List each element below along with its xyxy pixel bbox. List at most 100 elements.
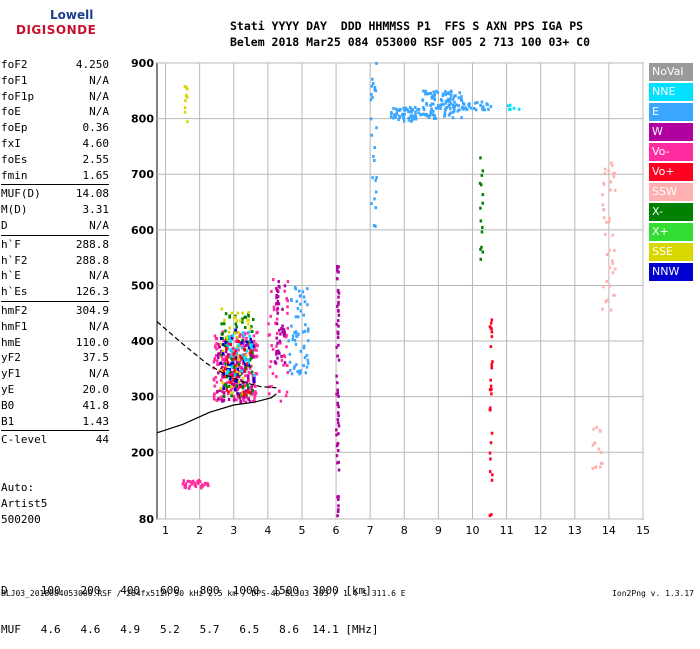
echo-point-ssw	[606, 253, 609, 257]
echo-point-w	[336, 418, 340, 422]
echo-point-vo-	[226, 355, 230, 359]
echo-point-e	[306, 287, 309, 291]
echo-point-x-	[224, 312, 228, 316]
echo-point-w	[337, 424, 341, 428]
echo-point-vo-	[280, 358, 284, 362]
echo-point-e	[299, 370, 303, 374]
echo-point-vo-	[212, 397, 216, 401]
echo-point-x-	[230, 357, 234, 361]
echo-point-w	[240, 371, 244, 375]
echo-point-x-	[478, 181, 482, 185]
echo-point-w	[336, 411, 340, 415]
echo-point-e	[447, 113, 451, 117]
echo-point-w	[216, 389, 219, 393]
echo-point-sse	[236, 346, 239, 350]
echo-point-vo-	[490, 431, 494, 435]
legend-item-x-: X+	[649, 223, 693, 241]
echo-point-vo-	[253, 348, 257, 352]
x-tick-label: 14	[602, 524, 616, 537]
echo-point-ssw	[610, 259, 614, 263]
echo-point-sse	[234, 331, 237, 335]
echo-point-e	[370, 84, 374, 88]
echo-point-vo-	[235, 398, 238, 402]
echo-point-nne	[235, 351, 238, 355]
echo-point-w	[336, 461, 339, 465]
echo-point-sse	[221, 349, 225, 353]
echo-point-e	[299, 294, 302, 298]
echo-point-sse	[247, 322, 250, 326]
echo-point-w	[232, 398, 236, 402]
echo-point-w	[335, 444, 339, 448]
echo-point-ssw	[599, 465, 602, 469]
artist-line3: 500200	[1, 513, 41, 526]
echo-point-vo-	[267, 333, 270, 337]
echo-point-e	[432, 102, 435, 106]
echo-point-e	[422, 112, 425, 116]
echo-point-vo-	[242, 399, 246, 403]
param-row: h`F 288.8	[1, 237, 109, 253]
echo-point-vo-	[213, 334, 217, 338]
echo-point-nne	[228, 335, 231, 339]
echo-point-ssw	[614, 267, 617, 271]
echo-point-sse	[225, 335, 228, 339]
echo-point-w	[276, 290, 280, 294]
echo-point-vo-	[271, 347, 275, 351]
echo-point-sse	[237, 331, 240, 335]
echo-point-e	[434, 106, 438, 110]
muf-table: D 100 200 400 600 800 1000 1500 3000 [km…	[1, 558, 379, 649]
echo-point-x-	[248, 358, 252, 362]
echo-point-vo-	[237, 348, 240, 352]
echo-point-vo-	[252, 339, 256, 343]
echo-point-e	[296, 306, 300, 310]
param-row: yF2 37.5	[1, 350, 109, 366]
echo-point-vo-	[221, 358, 224, 362]
echo-point-e	[414, 106, 417, 110]
echo-point-e	[449, 107, 452, 111]
echo-point-w	[336, 388, 339, 392]
param-row: foF1 N/A	[1, 73, 109, 89]
param-label: h`Es	[1, 285, 28, 299]
echo-point-w	[217, 397, 220, 401]
echo-point-x-	[224, 329, 227, 333]
echo-point-vo-	[222, 339, 225, 343]
echo-point-nnw	[240, 341, 244, 345]
echo-point-vo-	[241, 343, 245, 347]
echo-point-x-	[244, 315, 247, 319]
echo-point-e	[460, 99, 464, 103]
echo-point-vo-	[215, 398, 219, 402]
echo-point-nnw	[233, 378, 237, 382]
echo-point-ssw	[613, 293, 616, 297]
echo-point-e	[414, 110, 417, 114]
echo-point-x-	[232, 364, 236, 368]
echo-point-vo-	[256, 344, 259, 348]
echo-point-nne	[240, 369, 244, 373]
echo-point-w	[337, 265, 340, 269]
echo-point-vo-	[283, 355, 287, 359]
echo-point-e	[374, 206, 378, 210]
echo-point-w	[337, 508, 340, 512]
echo-point-vo-	[224, 355, 228, 359]
echo-point-e	[450, 102, 453, 106]
echo-point-w	[337, 394, 340, 398]
echo-point-nnw	[236, 367, 240, 371]
echo-point-vo-	[271, 372, 275, 376]
version-label: Ion2Png v. 1.3.17	[612, 589, 694, 598]
echo-point-nne	[230, 354, 233, 358]
echo-point-e	[409, 106, 412, 110]
echo-point-e	[375, 126, 378, 130]
echo-point-vo-	[212, 377, 216, 381]
param-label: foF1	[1, 73, 28, 87]
echo-point-e	[395, 111, 398, 115]
echo-point-e	[373, 88, 376, 92]
echo-point-sse	[220, 307, 224, 311]
echo-point-vo-	[233, 351, 236, 355]
echo-point-ssw	[602, 181, 605, 185]
echo-point-e	[402, 119, 406, 123]
echo-point-vo-	[251, 399, 255, 403]
echo-point-vo-	[270, 344, 273, 348]
echo-point-nne	[234, 373, 237, 377]
echo-point-w	[337, 504, 340, 508]
echo-point-vo-	[220, 355, 224, 359]
echo-point-nne	[250, 343, 253, 347]
echo-point-w	[217, 356, 220, 360]
